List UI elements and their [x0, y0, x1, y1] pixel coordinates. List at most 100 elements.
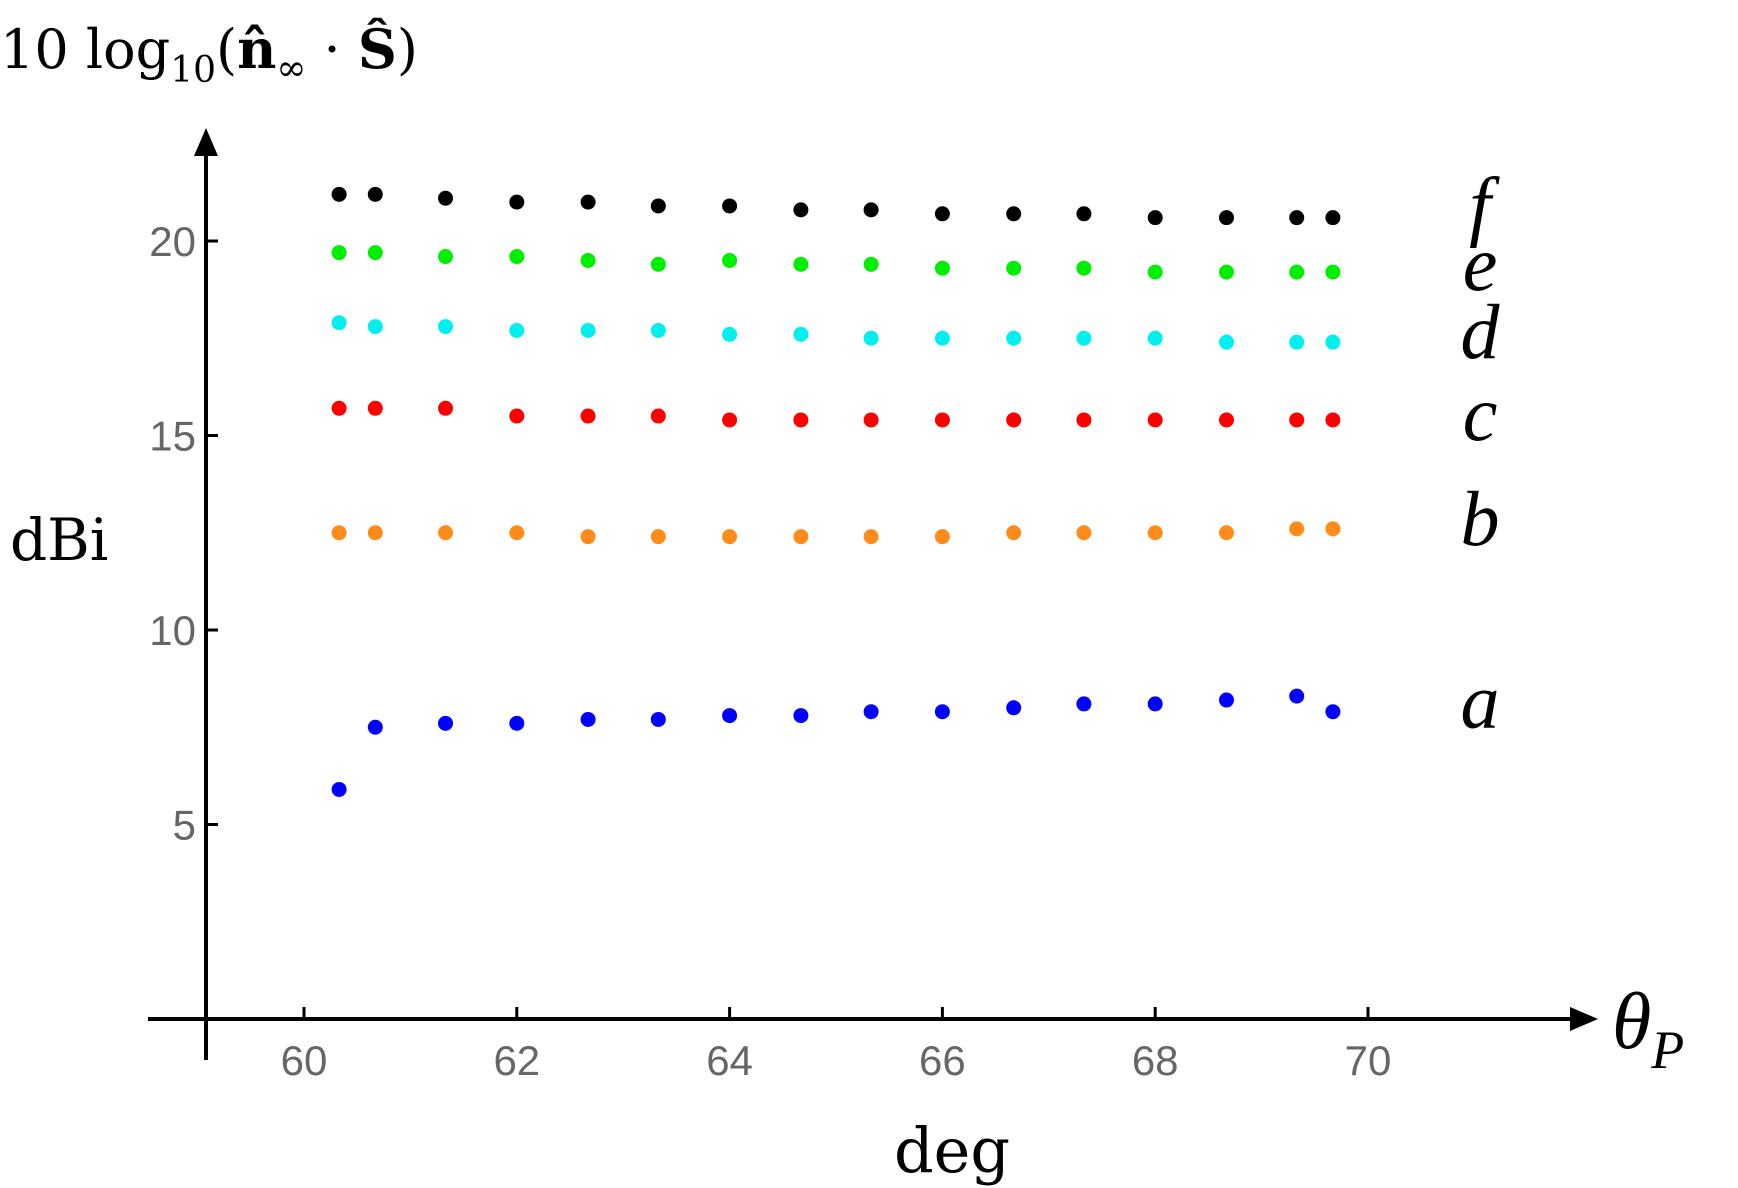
data-point-e [1076, 260, 1092, 276]
data-point-f [367, 186, 383, 202]
title-n-vector: n̂ [237, 17, 276, 81]
data-point-e [793, 256, 809, 272]
data-point-a [650, 711, 666, 727]
x-tick-label: 68 [1132, 1037, 1179, 1084]
data-point-e [1218, 264, 1234, 280]
data-point-c [580, 408, 596, 424]
data-point-d [1289, 334, 1305, 350]
data-point-b [1325, 521, 1341, 537]
series-label-c: c [1463, 370, 1498, 457]
title-dot: · [306, 18, 358, 81]
data-point-c [722, 412, 738, 428]
data-point-b [509, 525, 525, 541]
data-point-b [438, 525, 454, 541]
data-point-e [1006, 260, 1022, 276]
data-point-e [1147, 264, 1163, 280]
data-point-c [650, 408, 666, 424]
data-point-b [1076, 525, 1092, 541]
data-point-f [650, 198, 666, 214]
data-point-b [793, 529, 809, 545]
data-point-c [331, 400, 347, 416]
data-point-c [1218, 412, 1234, 428]
x-tick-label: 64 [706, 1037, 753, 1084]
data-point-a [722, 708, 738, 724]
data-point-d [934, 330, 950, 346]
data-point-f [438, 190, 454, 206]
title-close-paren: ) [397, 18, 418, 81]
data-point-d [1325, 334, 1341, 350]
y-tick-label: 10 [149, 607, 196, 654]
x-tick-label: 70 [1345, 1037, 1392, 1084]
data-point-a [1147, 696, 1163, 712]
x-tick-label: 62 [493, 1037, 540, 1084]
series-label-e: e [1463, 220, 1498, 307]
data-point-e [331, 245, 347, 261]
x-axis-symbol: θP [1612, 978, 1684, 1080]
data-point-d [580, 322, 596, 338]
y-ticks: 5 10 15 20 [149, 218, 218, 849]
data-point-c [863, 412, 879, 428]
data-point-b [722, 529, 738, 545]
data-point-f [934, 206, 950, 222]
title-subscript: 10 [170, 50, 216, 91]
data-point-f [331, 186, 347, 202]
data-point-e [438, 249, 454, 265]
data-point-e [650, 256, 666, 272]
title-n-subscript: ∞ [276, 48, 306, 89]
data-point-b [367, 525, 383, 541]
data-point-a [863, 704, 879, 720]
data-point-b [1147, 525, 1163, 541]
data-point-d [1218, 334, 1234, 350]
x-axis-arrowhead [1570, 1007, 1598, 1031]
data-point-f [1289, 210, 1305, 226]
data-point-d [1147, 330, 1163, 346]
x-axis-symbol-base: θ [1612, 978, 1651, 1066]
x-axis-symbol-subscript: P [1650, 1020, 1684, 1080]
data-point-d [793, 326, 809, 342]
data-point-d [650, 322, 666, 338]
data-point-a [438, 715, 454, 731]
data-point-f [1147, 210, 1163, 226]
data-point-c [438, 400, 454, 416]
data-point-e [863, 256, 879, 272]
data-point-a [367, 719, 383, 735]
data-point-b [331, 525, 347, 541]
data-point-c [1006, 412, 1022, 428]
data-point-c [1325, 412, 1341, 428]
data-point-e [1289, 264, 1305, 280]
data-point-f [509, 194, 525, 210]
data-point-d [1076, 330, 1092, 346]
data-point-a [1289, 688, 1305, 704]
data-point-c [367, 400, 383, 416]
data-point-c [934, 412, 950, 428]
y-axis-label: dBi [10, 506, 108, 574]
title-s-vector: Ŝ [358, 17, 397, 81]
series-label-d: d [1461, 288, 1501, 375]
data-point-b [1289, 521, 1305, 537]
data-point-e [1325, 264, 1341, 280]
data-point-a [934, 704, 950, 720]
data-point-d [863, 330, 879, 346]
data-point-d [1006, 330, 1022, 346]
data-points [331, 186, 1341, 797]
data-point-f [722, 198, 738, 214]
series-label-a: a [1461, 658, 1500, 745]
data-point-a [1006, 700, 1022, 716]
data-point-c [509, 408, 525, 424]
data-point-b [1006, 525, 1022, 541]
data-point-b [934, 529, 950, 545]
data-point-a [1218, 692, 1234, 708]
data-point-d [722, 326, 738, 342]
data-point-a [1076, 696, 1092, 712]
data-point-d [509, 322, 525, 338]
chart-title: 10 log10(n̂∞ · Ŝ) [0, 17, 418, 91]
data-point-d [438, 319, 454, 335]
data-point-f [863, 202, 879, 218]
x-axis-label: deg [894, 1114, 1010, 1187]
data-point-b [650, 529, 666, 545]
y-axis-arrowhead [194, 128, 218, 156]
x-tick-label: 60 [281, 1037, 328, 1084]
title-open-paren: ( [216, 18, 237, 81]
